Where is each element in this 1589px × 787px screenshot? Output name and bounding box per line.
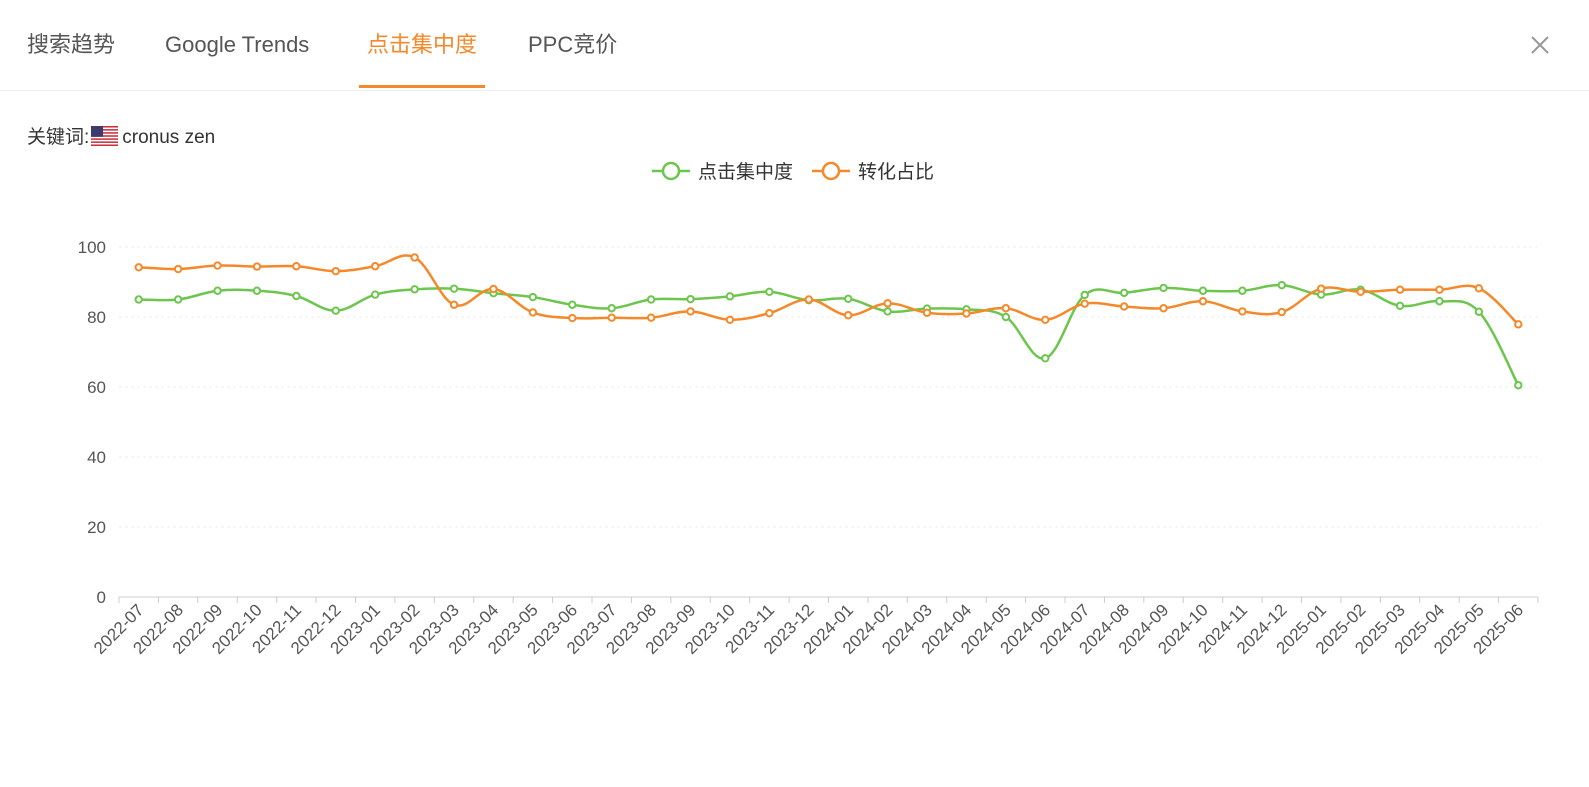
data-point-click-concentration <box>213 286 222 295</box>
series-line-click-concentration <box>138 283 1520 386</box>
data-point-conversion-share <box>1001 304 1011 313</box>
data-point-conversion-share <box>410 253 419 262</box>
data-point-conversion-share <box>646 313 656 322</box>
data-point-conversion-share <box>1119 302 1129 311</box>
close-icon[interactable] <box>1526 30 1554 60</box>
data-point-conversion-share <box>1514 320 1523 329</box>
data-point-conversion-share <box>1238 307 1247 316</box>
data-point-click-concentration <box>1041 354 1050 363</box>
y-tick-label: 0 <box>97 588 106 607</box>
y-tick-label: 40 <box>87 448 106 467</box>
data-point-click-concentration <box>1119 288 1129 298</box>
data-point-conversion-share <box>292 262 301 271</box>
data-point-conversion-share <box>844 311 853 320</box>
data-point-conversion-share <box>1395 285 1405 294</box>
data-point-click-concentration <box>1080 290 1089 300</box>
data-point-conversion-share <box>528 308 538 317</box>
data-point-click-concentration <box>528 292 538 302</box>
data-point-conversion-share <box>1041 315 1050 325</box>
data-point-conversion-share <box>922 308 932 318</box>
data-point-click-concentration <box>1514 381 1523 390</box>
legend-marker-click-concentration <box>661 161 681 181</box>
data-point-click-concentration <box>252 286 262 295</box>
data-point-click-concentration <box>1238 286 1247 295</box>
tab-bar: 搜索趋势 Google Trends 点击集中度 PPC竞价 <box>0 0 1589 91</box>
data-point-conversion-share <box>1277 307 1286 317</box>
keyword-row: 关键词: cronus zen <box>27 125 215 154</box>
data-point-conversion-share <box>686 307 695 316</box>
data-point-conversion-share <box>1080 299 1089 308</box>
data-point-conversion-share <box>489 284 498 294</box>
data-point-conversion-share <box>962 309 971 318</box>
y-tick-label: 80 <box>87 308 106 327</box>
data-point-click-concentration <box>1159 283 1168 293</box>
data-point-conversion-share <box>173 264 183 274</box>
y-tick-label: 20 <box>87 518 106 537</box>
data-point-click-concentration <box>646 295 656 304</box>
keyword-value: cronus zen <box>122 127 216 148</box>
y-tick-label: 100 <box>78 238 106 257</box>
data-point-conversion-share <box>134 263 143 272</box>
data-point-click-concentration <box>765 287 774 297</box>
tab-ppc-bidding[interactable]: PPC竞价 <box>528 32 618 57</box>
data-point-conversion-share <box>883 299 892 308</box>
data-point-click-concentration <box>725 292 735 301</box>
click-concentration-chart: 0204060801002022-072022-082022-092022-10… <box>78 161 1539 658</box>
data-point-conversion-share <box>765 308 774 318</box>
data-point-click-concentration <box>449 284 459 293</box>
data-point-click-concentration <box>1277 280 1286 290</box>
data-point-conversion-share <box>725 315 735 325</box>
tab-click-concentration[interactable]: 点击集中度 <box>367 32 478 57</box>
data-point-click-concentration <box>1001 312 1011 322</box>
data-point-click-concentration <box>1198 286 1208 295</box>
legend-label-conversion-share: 转化占比 <box>858 161 934 183</box>
data-point-conversion-share <box>331 266 340 276</box>
data-point-click-concentration <box>568 300 577 309</box>
data-point-click-concentration <box>331 306 340 315</box>
data-point-conversion-share <box>1356 287 1365 297</box>
data-point-click-concentration <box>1474 307 1484 316</box>
tab-google-trends[interactable]: Google Trends <box>165 32 310 57</box>
data-point-click-concentration <box>607 304 616 313</box>
tab-search-trends[interactable]: 搜索趋势 <box>27 32 116 57</box>
y-tick-label: 60 <box>87 378 106 397</box>
data-point-click-concentration <box>292 291 301 301</box>
series-line-conversion-share <box>138 254 1520 326</box>
data-point-conversion-share <box>568 313 577 323</box>
us-flag-icon <box>91 125 119 154</box>
data-point-click-concentration <box>371 290 380 299</box>
data-point-conversion-share <box>1474 284 1484 293</box>
data-point-click-concentration <box>844 294 853 304</box>
data-point-conversion-share <box>607 313 616 322</box>
data-point-click-concentration <box>134 295 143 304</box>
data-point-conversion-share <box>371 262 380 271</box>
data-point-conversion-share <box>1198 297 1208 306</box>
data-point-click-concentration <box>410 285 419 294</box>
data-point-conversion-share <box>1159 304 1168 313</box>
data-point-conversion-share <box>1435 285 1444 294</box>
data-point-conversion-share <box>449 300 459 309</box>
data-point-click-concentration <box>1395 301 1405 311</box>
data-point-conversion-share <box>252 262 262 271</box>
active-tab-indicator <box>359 85 485 88</box>
data-point-click-concentration <box>686 294 695 304</box>
data-point-conversion-share <box>804 295 813 304</box>
keyword-label: 关键词: <box>27 127 90 148</box>
legend-label-click-concentration: 点击集中度 <box>698 161 793 183</box>
data-point-conversion-share <box>1317 284 1326 293</box>
data-point-click-concentration <box>883 307 892 316</box>
data-point-conversion-share <box>213 261 222 270</box>
legend-marker-conversion-share <box>821 161 841 181</box>
data-point-click-concentration <box>1435 297 1444 306</box>
data-point-click-concentration <box>173 295 183 304</box>
